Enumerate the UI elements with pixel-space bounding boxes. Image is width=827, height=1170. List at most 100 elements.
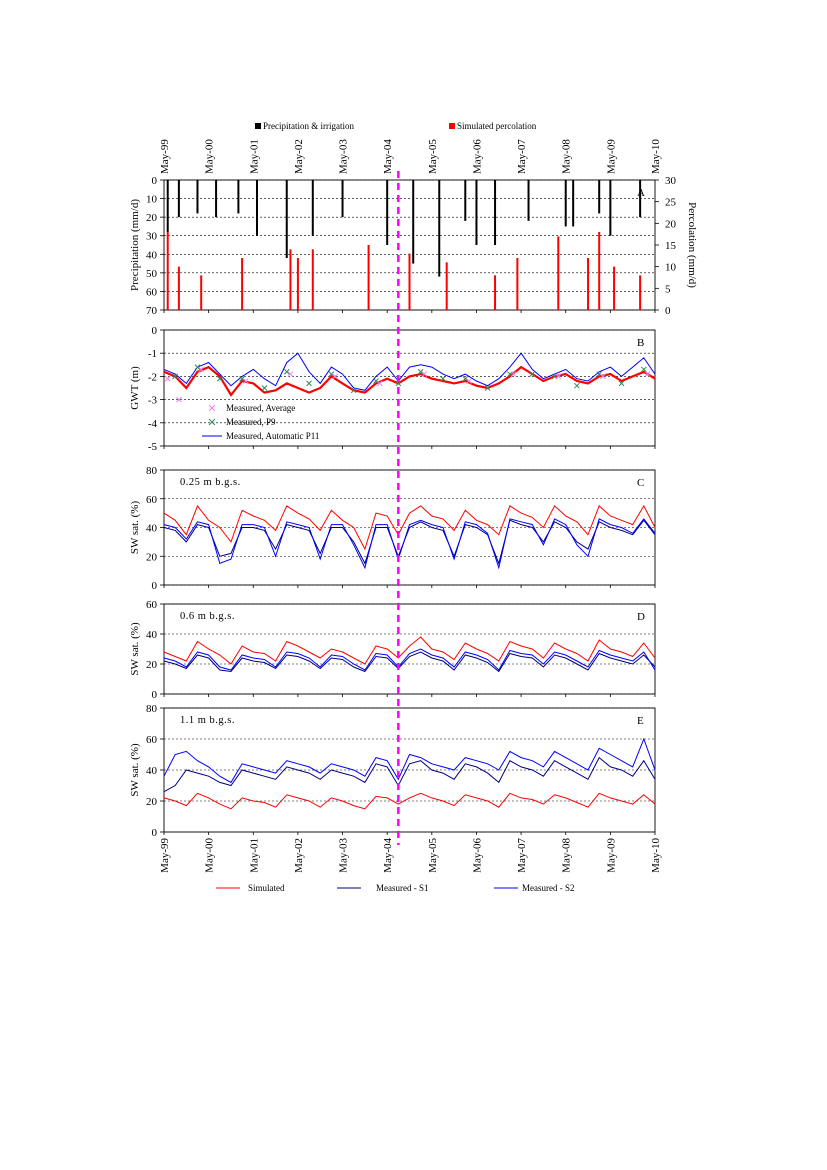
plot-frame <box>163 603 656 695</box>
series-line <box>163 518 656 570</box>
panel-b: 0 -1 -2 -3 -4 -5 GWT (m) B Measured, Average Meas… <box>129 325 656 453</box>
panel-letter: E <box>637 715 644 727</box>
percolation-bar <box>367 245 370 310</box>
bottom-x-tick-labels: May-99 May-00 May-01 May-02 May-03 May-04 May-… <box>159 838 662 873</box>
gwt-legend-label: Measured, Average <box>226 403 295 413</box>
gwt-marker <box>574 382 580 389</box>
legend-label-simulated: Simulated <box>248 883 285 893</box>
y-tick-label: 50 <box>146 268 158 280</box>
y-tick-label: 30 <box>146 231 158 243</box>
x-tick-label-top: May-02 <box>293 139 305 174</box>
gwt-marker <box>395 380 402 387</box>
y2-tick-label: 15 <box>665 240 677 252</box>
series-line <box>163 365 656 397</box>
y-axis-label: GWT (m) <box>129 366 141 410</box>
precip-bar <box>177 180 180 218</box>
gwt-legend-label: Measured, P9 <box>226 417 276 427</box>
gwt-marker <box>261 385 268 391</box>
x-tick-label-bottom: May-07 <box>516 838 528 873</box>
gwt-marker <box>198 366 205 373</box>
gwt-marker <box>466 378 472 384</box>
y-tick-label: 10 <box>146 194 158 206</box>
legend-label-precip: Precipitation & irrigation <box>263 121 354 131</box>
gwt-marker <box>417 368 424 375</box>
y2-tick-label: 5 <box>665 283 671 295</box>
precip-bar <box>412 180 415 264</box>
gwt-marker <box>164 375 171 382</box>
gwt-marker <box>600 373 606 380</box>
x-tick-label-bottom: May-06 <box>471 838 483 873</box>
gwt-marker <box>287 371 294 377</box>
precip-bar <box>341 180 344 218</box>
percolation-bar <box>200 275 203 310</box>
gwt-marker <box>644 371 651 377</box>
gwt-marker <box>529 371 536 377</box>
percolation-bar <box>557 236 560 310</box>
x-tick-label-top: May-05 <box>427 139 439 174</box>
gwt-marker <box>239 375 245 382</box>
gwt-marker <box>172 373 179 380</box>
x-tick-label-top: May-00 <box>204 139 216 174</box>
panel-e: 0 20 40 60 80 SW sat. (%) E 1.1 m b.g.s. <box>129 703 656 839</box>
precip-bar <box>255 180 258 236</box>
percolation-bar <box>445 262 448 310</box>
percolation-bar <box>177 266 180 310</box>
y-tick-label: 80 <box>146 465 158 477</box>
panel-letter: D <box>637 611 645 623</box>
x-tick-label-bottom: May-09 <box>605 838 617 873</box>
gwt-marker <box>510 371 517 377</box>
gwt-marker <box>373 378 379 384</box>
y-axis-label: Precipitation (mm/d) <box>129 199 141 291</box>
series-line <box>163 651 656 673</box>
x-tick-label-top: May-99 <box>159 139 171 174</box>
y-tick-label: 0 <box>152 827 158 839</box>
x-tick-label-top: May-08 <box>561 139 573 174</box>
x-tick-label-top: May-01 <box>248 139 260 174</box>
y-tick-label: -1 <box>148 348 157 360</box>
series-line <box>163 504 656 551</box>
y2-tick-label: 30 <box>665 175 677 187</box>
x-tick-label-top: May-09 <box>605 139 617 174</box>
y-axis-label: SW sat. (%) <box>129 743 141 797</box>
precip-bar <box>237 180 240 214</box>
y-tick-label: -4 <box>148 418 158 430</box>
y-tick-label: 0 <box>152 325 158 337</box>
depth-label: 1.1 m b.g.s. <box>180 715 235 726</box>
precip-bar <box>564 180 567 227</box>
gwt-marker <box>242 378 249 384</box>
gwt-marker <box>462 375 469 382</box>
gwt-marker <box>216 375 223 382</box>
x-tick-label-top: May-03 <box>338 139 350 174</box>
panel-c: 0 20 40 60 80 SW sat. (%) C 0.25 m b.g.s. <box>129 465 656 592</box>
y-tick-label: 60 <box>146 286 158 298</box>
x-tick-label-top: May-10 <box>650 139 662 174</box>
percolation-bar <box>516 258 519 310</box>
x-tick-label-bottom: May-00 <box>204 838 216 873</box>
y-tick-label: 20 <box>146 212 158 224</box>
y-tick-label: 0 <box>152 580 158 592</box>
gwt-marker <box>421 371 428 377</box>
series-line <box>163 352 656 391</box>
plot-frame <box>163 329 656 447</box>
top-x-tick-labels: May-99 May-00 May-01 May-02 May-03 May-04 May-… <box>159 139 662 174</box>
precip-bar <box>475 180 478 245</box>
y-tick-label: 80 <box>146 703 158 715</box>
precip-bar <box>464 180 467 221</box>
gwt-marker <box>596 371 603 377</box>
y-tick-label: 40 <box>146 523 158 535</box>
x-tick-label-bottom: May-08 <box>561 838 573 873</box>
y-tick-label: 20 <box>146 796 158 808</box>
y-tick-label: -5 <box>148 441 158 453</box>
y-tick-label: 40 <box>146 249 158 261</box>
gwt-marker <box>484 385 491 391</box>
gwt-marker <box>618 380 625 387</box>
y2-tick-label: 25 <box>665 197 677 209</box>
x-tick-label-bottom: May-01 <box>248 838 260 873</box>
gwt-marker <box>376 380 383 387</box>
y-tick-label: 20 <box>146 551 158 563</box>
precip-bar <box>285 180 288 258</box>
legend-swatch-precip <box>255 123 261 129</box>
bottom-legend: Simulated Measured - S1 Measured - S2 <box>216 883 575 893</box>
